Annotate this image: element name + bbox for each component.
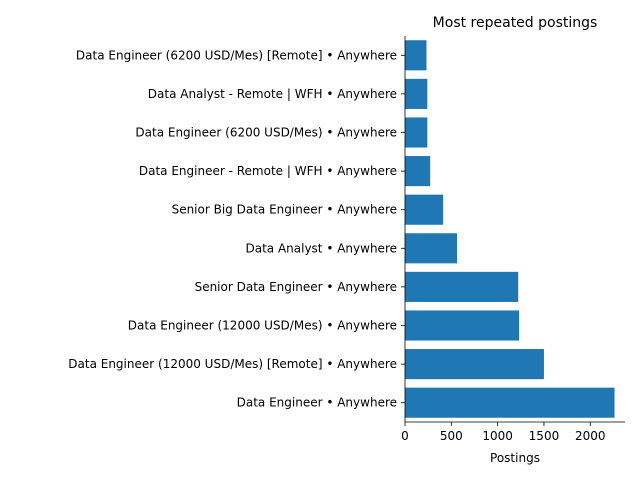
axes xyxy=(404,36,625,423)
y-tick-label: Data Engineer (12000 USD/Mes) [Remote] •… xyxy=(68,357,397,371)
x-tick-label: 1500 xyxy=(529,429,560,443)
y-tick-label: Data Analyst • Anywhere xyxy=(245,241,397,255)
y-tick-labels: Data Engineer • Anywhere Data Engineer (1… xyxy=(68,48,405,410)
bar xyxy=(405,40,427,71)
chart-title: Most repeated postings xyxy=(433,15,598,31)
bar xyxy=(405,233,458,264)
x-tick-label: 1000 xyxy=(482,429,513,443)
y-tick-label: Data Engineer • Anywhere xyxy=(237,396,397,410)
bar xyxy=(405,310,520,341)
bar xyxy=(405,271,519,302)
bars-group xyxy=(405,40,615,418)
bar xyxy=(405,117,428,148)
x-axis-label: Postings xyxy=(490,451,540,465)
bar xyxy=(405,349,544,380)
y-tick-label: Data Engineer (6200 USD/Mes) [Remote] • … xyxy=(76,48,397,62)
x-tick-labels: 0 500 1000 1500 2000 xyxy=(401,422,606,443)
x-tick-label: 0 xyxy=(401,429,409,443)
y-tick-label: Data Engineer (6200 USD/Mes) • Anywhere xyxy=(135,126,397,140)
bar xyxy=(405,387,615,418)
y-tick-label: Senior Big Data Engineer • Anywhere xyxy=(172,203,397,217)
y-tick-label: Data Engineer - Remote | WFH • Anywhere xyxy=(139,164,397,178)
y-tick-label: Data Analyst - Remote | WFH • Anywhere xyxy=(148,87,397,101)
x-tick-label: 500 xyxy=(440,429,463,443)
x-tick-label: 2000 xyxy=(575,429,606,443)
y-tick-label: Data Engineer (12000 USD/Mes) • Anywhere xyxy=(128,319,397,333)
bar xyxy=(405,78,428,109)
y-tick-label: Senior Data Engineer • Anywhere xyxy=(195,280,397,294)
bar xyxy=(405,156,431,187)
bar xyxy=(405,194,444,225)
